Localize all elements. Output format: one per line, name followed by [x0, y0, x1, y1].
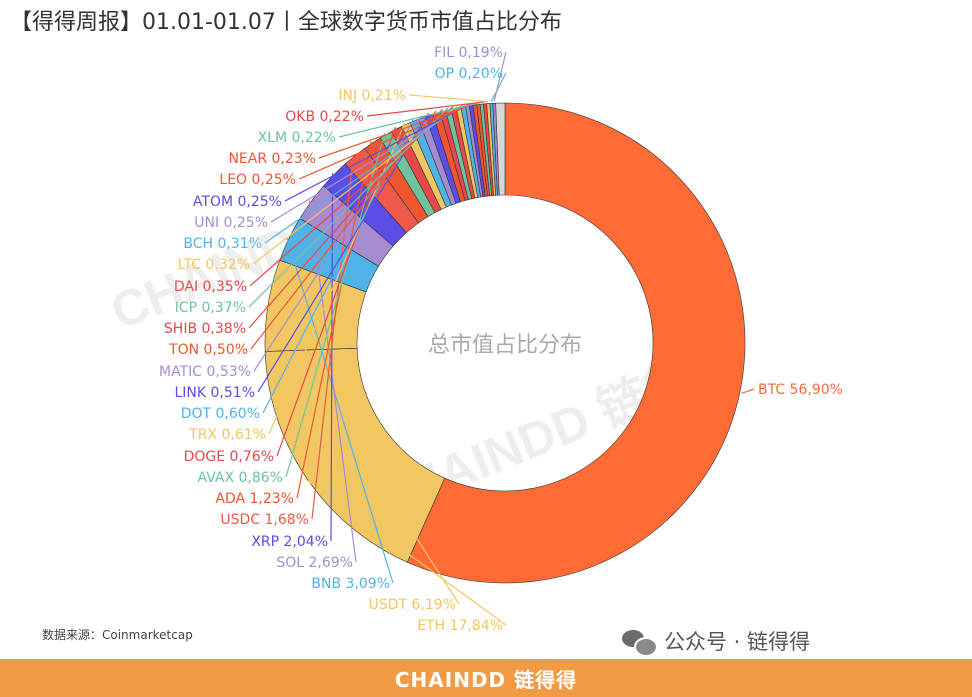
label-ton: TON 0,50% — [168, 342, 248, 358]
label-dot: DOT 0,60% — [181, 406, 260, 422]
wechat-icon — [622, 628, 658, 657]
leader-xlm — [338, 101, 482, 138]
leader-bch — [264, 104, 464, 244]
label-matic: MATIC 0,53% — [159, 364, 251, 380]
wechat-account: 公众号 · 链得得 — [622, 626, 811, 657]
leader-usdt — [265, 304, 460, 605]
label-xlm: XLM 0,22% — [258, 130, 336, 146]
slice-others — [495, 102, 506, 196]
leader-bnb — [286, 237, 394, 584]
footer-bar: CHAINDD 链得得 — [0, 659, 972, 697]
leader-matic — [253, 115, 422, 372]
label-dai: DAI 0,35% — [174, 279, 247, 295]
leader-avax — [285, 132, 386, 478]
label-shib: SHIB 0,38% — [164, 321, 246, 337]
label-usdt: USDT 6,19% — [369, 597, 456, 613]
label-ada: ADA 1,23% — [215, 491, 294, 507]
leader-link — [257, 113, 430, 393]
label-ltc: LTC 0,32% — [178, 257, 250, 273]
leader-doge — [276, 126, 397, 457]
label-atom: ATOM 0,25% — [193, 194, 282, 210]
label-usdc: USDC 1,68% — [220, 512, 309, 528]
label-near: NEAR 0,23% — [228, 151, 316, 167]
leader-eth — [304, 477, 507, 626]
slice-labels: BTC 56,90% ETH 17,84% USDT 6,19% BNB 3,09% S… — [159, 45, 843, 634]
source-note: 数据来源：Coinmarketcap — [42, 628, 193, 642]
leader-leo — [298, 102, 475, 180]
label-avax: AVAX 0,86% — [198, 470, 283, 486]
leader-usdc — [311, 154, 355, 520]
label-icp: ICP 0,37% — [175, 300, 246, 316]
label-okb: OKB 0,22% — [285, 109, 364, 125]
leader-inj — [408, 94, 489, 103]
leader-ada — [296, 141, 372, 499]
label-bnb: BNB 3,09% — [311, 576, 390, 592]
label-sol: SOL 2,69% — [276, 555, 353, 571]
page-title: 【得得周报】01.01-01.07丨全球数字货币市值占比分布 — [10, 10, 562, 35]
label-bch: BCH 0,31% — [183, 236, 262, 252]
label-inj: INJ 0,21% — [338, 88, 406, 104]
label-xrp: XRP 2,04% — [251, 534, 328, 550]
label-trx: TRX 0,61% — [188, 427, 266, 443]
leader-btc — [741, 388, 755, 394]
label-op: OP 0,20% — [435, 66, 503, 82]
leader-sol — [308, 200, 357, 563]
label-eth: ETH 17,84% — [417, 618, 503, 634]
leader-okb — [366, 101, 485, 117]
leader-dai — [249, 106, 454, 287]
leader-atom — [284, 102, 472, 202]
label-link: LINK 0,51% — [174, 385, 255, 401]
leader-near — [318, 101, 479, 159]
label-btc: BTC 56,90% — [758, 382, 843, 398]
leader-op — [490, 72, 507, 102]
label-doge: DOGE 0,76% — [184, 449, 274, 465]
leader-lines — [248, 51, 755, 626]
center-label: 总市值占比分布 — [428, 333, 582, 358]
label-fil: FIL 0,19% — [434, 45, 503, 61]
label-uni: UNI 0,25% — [194, 215, 268, 231]
label-leo: LEO 0,25% — [219, 172, 296, 188]
footer-logo: CHAINDD 链得得 — [394, 667, 578, 692]
wechat-label: 公众号 · 链得得 — [664, 630, 811, 654]
slice-btc — [406, 102, 746, 584]
leader-uni — [270, 103, 468, 223]
leader-fil — [493, 51, 507, 102]
